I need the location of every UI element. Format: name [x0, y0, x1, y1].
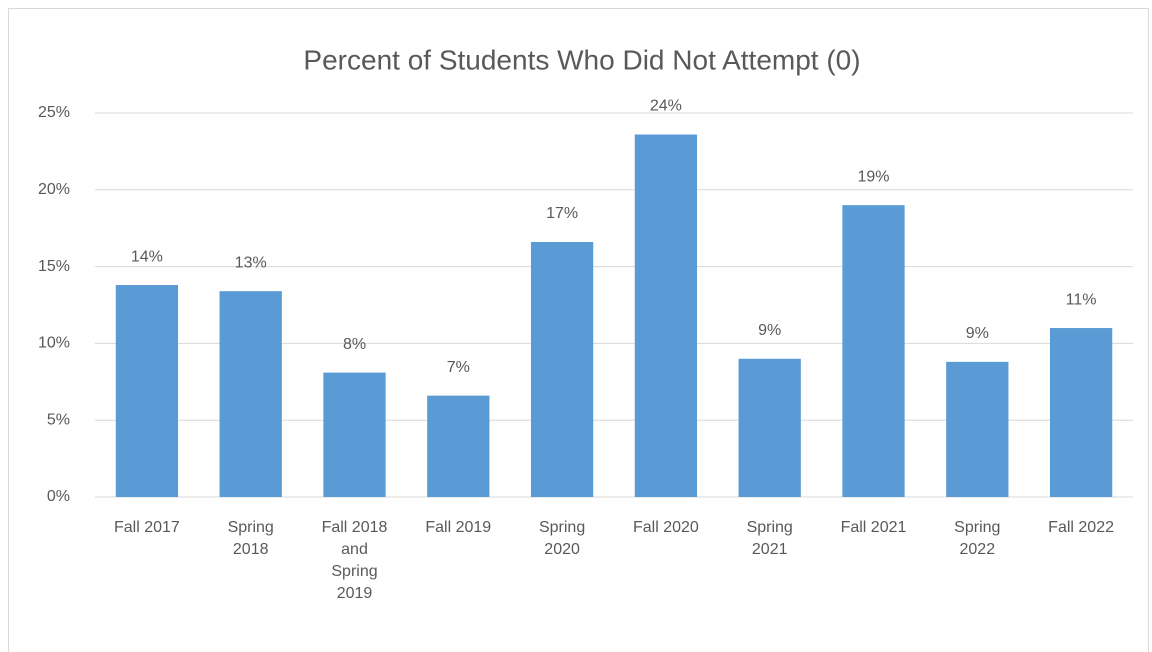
y-tick-label: 15% — [38, 258, 70, 275]
data-label: 11% — [1066, 291, 1097, 308]
x-tick-label: Spring 2021 — [746, 519, 793, 558]
x-tick-label: Spring 2022 — [954, 519, 1001, 558]
chart-title: Percent of Students Who Did Not Attempt … — [303, 44, 860, 75]
bar — [842, 205, 905, 497]
x-tick-label: Fall 2019 — [425, 519, 492, 536]
y-tick-label: 10% — [38, 335, 70, 352]
x-tick-label: Spring 2018 — [227, 519, 274, 558]
x-tick-label: Fall 2018 and Spring 2019 — [321, 519, 388, 602]
bar — [219, 291, 282, 497]
bar — [634, 134, 698, 497]
bar — [115, 285, 179, 497]
y-tick-label: 5% — [47, 411, 70, 428]
x-tick-label: Fall 2020 — [632, 519, 699, 536]
y-tick-label: 20% — [38, 181, 70, 198]
chart-frame — [8, 8, 1149, 652]
data-label: 8% — [343, 336, 366, 353]
data-label: 13% — [235, 254, 267, 271]
y-tick-label: 0% — [47, 488, 70, 505]
data-label: 19% — [857, 168, 889, 185]
x-tick-label: Spring 2020 — [538, 519, 586, 558]
data-label: 14% — [131, 248, 163, 265]
data-label: 9% — [758, 322, 781, 339]
bar — [1049, 328, 1113, 497]
x-tick-label: Fall 2022 — [1048, 519, 1114, 536]
bar — [323, 372, 386, 497]
bar — [738, 358, 801, 497]
data-label: 7% — [447, 359, 470, 376]
y-tick-label: 25% — [38, 104, 70, 121]
data-label: 9% — [966, 325, 989, 342]
data-label: 17% — [546, 205, 578, 222]
x-tick-label: Fall 2021 — [840, 519, 907, 536]
x-tick-label: Fall 2017 — [113, 519, 180, 536]
data-label: 24% — [650, 98, 682, 115]
bar — [946, 361, 1009, 497]
bar — [530, 242, 594, 497]
bar — [427, 395, 490, 497]
